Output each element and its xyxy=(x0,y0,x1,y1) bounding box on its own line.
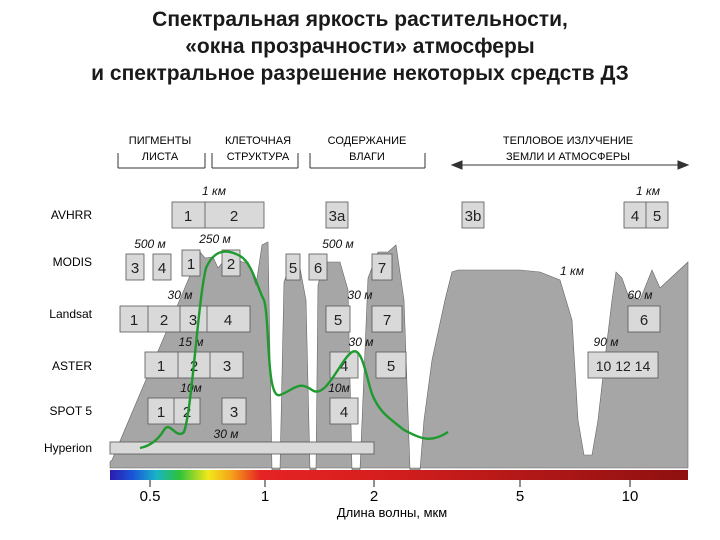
hyperion-band-box xyxy=(109,441,375,455)
res-aster-90m: 90 м xyxy=(594,335,619,349)
sensor-spot5: SPOT 5 xyxy=(50,404,93,418)
res-modis-500m-a: 500 м xyxy=(134,237,166,251)
landsat-band-2: 2 xyxy=(160,312,168,329)
aster-band-10-14-box xyxy=(587,351,659,379)
title-line-1: Спектральная яркость растительности, xyxy=(152,8,568,31)
res-aster-15m: 15 м xyxy=(179,335,204,349)
modis-band-4-box xyxy=(152,253,172,281)
spot-band-1: 1 xyxy=(157,404,165,421)
modis-band-5: 5 xyxy=(289,260,297,277)
avhrr-band-3a-box xyxy=(325,201,349,229)
aster-band-10-14: 10 12 14 xyxy=(596,358,651,374)
landsat-band-7-box xyxy=(371,305,403,333)
vegetation-reflectance-curve xyxy=(139,250,449,450)
aster-band-5-box xyxy=(375,351,407,379)
spot-band-4: 4 xyxy=(340,404,348,421)
res-spot-10m-b: 10м xyxy=(328,381,350,395)
avhrr-band-3a: 3a xyxy=(329,208,346,225)
region-pigments-line1: ПИГМЕНТЫ xyxy=(129,135,191,147)
region-brackets xyxy=(117,153,690,170)
modis-band-1-box xyxy=(181,249,201,277)
modis-band-6: 6 xyxy=(314,260,322,277)
sensor-landsat: Landsat xyxy=(49,307,92,321)
resolution-labels: 1 км 1 км 500 м 250 м 500 м 1 км 30 м 30… xyxy=(134,184,660,441)
aster-band-1: 1 xyxy=(157,358,165,375)
landsat-band-6-box xyxy=(627,305,661,333)
region-headers: ПИГМЕНТЫ ЛИСТА КЛЕТОЧНАЯ СТРУКТУРА СОДЕР… xyxy=(129,135,633,163)
spot-band-3: 3 xyxy=(230,404,238,421)
res-modis-250m: 250 м xyxy=(198,232,231,246)
landsat-band-4: 4 xyxy=(224,312,232,329)
tick-2: 2 xyxy=(370,488,378,505)
avhrr-band-3b-box xyxy=(461,201,485,229)
axis-ticks xyxy=(149,480,631,487)
res-hyperion-30m: 30 м xyxy=(214,427,239,441)
modis-band-2: 2 xyxy=(227,256,235,273)
avhrr-band-3b: 3b xyxy=(465,208,482,225)
region-moisture-line2: ВЛАГИ xyxy=(349,151,385,163)
landsat-band-5: 5 xyxy=(334,312,342,329)
tick-1: 1 xyxy=(261,488,269,505)
modis-band-4: 4 xyxy=(158,260,166,277)
modis-band-7-box xyxy=(371,253,393,281)
aster-band-5: 5 xyxy=(387,358,395,375)
title-line-2: «окна прозрачности» атмосферы xyxy=(185,35,535,58)
modis-band-3-box xyxy=(125,253,145,281)
axis-tick-labels: 0.5 1 2 5 10 xyxy=(140,488,639,505)
res-avhrr-1km-a: 1 км xyxy=(202,184,226,198)
landsat-band-5-box xyxy=(325,305,351,333)
aster-band-3: 3 xyxy=(223,358,231,375)
tick-5: 5 xyxy=(516,488,524,505)
avhrr-band-2: 2 xyxy=(230,208,238,225)
wavelength-spectrum-bar xyxy=(110,470,688,480)
region-cell-line1: КЛЕТОЧНАЯ xyxy=(225,135,291,147)
res-avhrr-1km-b: 1 км xyxy=(636,184,660,198)
sensor-hyperion: Hyperion xyxy=(44,441,92,455)
avhrr-band-1: 1 xyxy=(184,208,192,225)
landsat-band-3: 3 xyxy=(189,312,197,329)
tick-0-5: 0.5 xyxy=(140,488,161,505)
diagram-title: Спектральная яркость растительности, «ок… xyxy=(0,6,720,87)
modis-band-6-box xyxy=(308,253,328,281)
region-thermal-line1: ТЕПЛОВОЕ ИЗЛУЧЕНИЕ xyxy=(503,135,633,147)
sensor-labels: AVHRR MODIS Landsat ASTER SPOT 5 Hyperio… xyxy=(44,208,93,455)
title-line-3: и спектральное разрешение некоторых сред… xyxy=(91,62,629,85)
band-numbers: 1 2 3a 3b 4 5 3 4 1 2 5 6 7 1 2 3 4 5 7 … xyxy=(130,208,661,421)
res-landsat-30m-a: 30 м xyxy=(168,288,193,302)
modis-band-5-box xyxy=(285,253,301,281)
sensor-modis: MODIS xyxy=(53,255,92,269)
modis-band-3: 3 xyxy=(131,260,139,277)
modis-band-7: 7 xyxy=(378,260,386,277)
landsat-band-1: 1 xyxy=(130,312,138,329)
region-moisture-line1: СОДЕРЖАНИЕ xyxy=(328,135,407,147)
region-thermal-line2: ЗЕМЛИ И АТМОСФЕРЫ xyxy=(506,151,630,163)
tick-10: 10 xyxy=(622,488,639,505)
axis-label: Длина волны, мкм xyxy=(337,505,447,520)
res-modis-500m-b: 500 м xyxy=(322,237,354,251)
modis-band-1: 1 xyxy=(187,256,195,273)
res-landsat-30m-b: 30 м xyxy=(348,288,373,302)
sensor-aster: ASTER xyxy=(52,359,92,373)
avhrr-band-1-2-box xyxy=(171,201,265,229)
spot-band-4-box xyxy=(329,397,359,425)
res-aster-30m: 30 м xyxy=(349,335,374,349)
res-landsat-60m: 60 м xyxy=(628,288,653,302)
spot-band-3-box xyxy=(221,397,247,425)
landsat-band-7: 7 xyxy=(383,312,391,329)
res-modis-1km: 1 км xyxy=(560,264,584,278)
landsat-band-6: 6 xyxy=(640,312,648,329)
landsat-band-1-4-box xyxy=(119,305,251,333)
avhrr-band-4: 4 xyxy=(631,208,639,225)
band-boxes xyxy=(109,201,669,455)
modis-band-2-box xyxy=(221,249,241,277)
region-cell-line2: СТРУКТУРА xyxy=(227,151,290,163)
avhrr-band-5: 5 xyxy=(653,208,661,225)
region-pigments-line2: ЛИСТА xyxy=(142,151,179,163)
aster-band-4: 4 xyxy=(340,358,348,375)
sensor-avhrr: AVHRR xyxy=(51,208,92,222)
